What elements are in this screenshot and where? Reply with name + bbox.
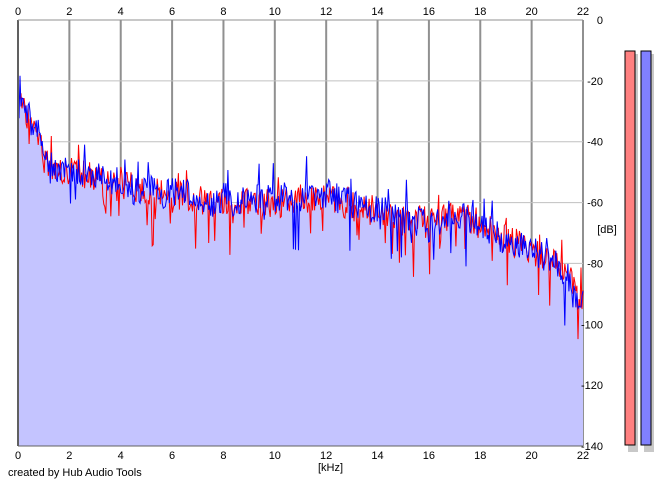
- x-tick-label-bottom: 14: [371, 450, 383, 462]
- x-tick-label-bottom: 22: [577, 450, 589, 462]
- x-tick-label-top: 6: [169, 6, 175, 18]
- y-tick-label: -120: [581, 380, 603, 392]
- y-tick-label: -140: [581, 441, 603, 453]
- y-tick-label: 0: [597, 15, 603, 27]
- x-tick-label-top: 0: [15, 6, 21, 18]
- x-tick-label-bottom: 10: [269, 450, 281, 462]
- tick-labels: 002244668810101212141416161818202022220-…: [15, 6, 603, 462]
- level-meter-1: [624, 50, 636, 446]
- y-axis-label: [dB]: [597, 224, 617, 236]
- x-tick-label-top: 22: [577, 6, 589, 18]
- x-tick-label-top: 14: [371, 6, 383, 18]
- x-tick-label-bottom: 16: [423, 450, 435, 462]
- x-tick-label-top: 20: [526, 6, 538, 18]
- spectrum-fill: [18, 75, 583, 447]
- x-tick-label-bottom: 18: [474, 450, 486, 462]
- y-tick-label: -40: [587, 137, 603, 149]
- x-tick-label-bottom: 8: [220, 450, 226, 462]
- x-tick-label-bottom: 2: [66, 450, 72, 462]
- x-tick-label-bottom: 12: [320, 450, 332, 462]
- y-tick-label: -100: [581, 319, 603, 331]
- x-tick-label-bottom: 6: [169, 450, 175, 462]
- spectrum-area: [18, 75, 583, 447]
- axes: [17, 19, 583, 447]
- credit-text: created by Hub Audio Tools: [8, 467, 142, 479]
- x-tick-label-top: 12: [320, 6, 332, 18]
- series-line-2: [17, 75, 584, 326]
- x-tick-label-bottom: 20: [526, 450, 538, 462]
- level-meters: [624, 50, 654, 452]
- x-tick-label-bottom: 4: [118, 450, 124, 462]
- y-tick-label: -20: [587, 76, 603, 88]
- x-tick-label-top: 4: [118, 6, 124, 18]
- x-tick-label-top: 2: [66, 6, 72, 18]
- x-axis-label: [kHz]: [318, 462, 343, 474]
- x-tick-label-top: 18: [474, 6, 486, 18]
- x-tick-label-top: 8: [220, 6, 226, 18]
- x-tick-label-top: 10: [269, 6, 281, 18]
- y-tick-label: -60: [587, 198, 603, 210]
- x-tick-label-top: 16: [423, 6, 435, 18]
- x-tick-label-bottom: 0: [15, 450, 21, 462]
- level-meter-2: [640, 50, 652, 446]
- series-layer: [17, 75, 584, 340]
- y-tick-label: -80: [587, 258, 603, 270]
